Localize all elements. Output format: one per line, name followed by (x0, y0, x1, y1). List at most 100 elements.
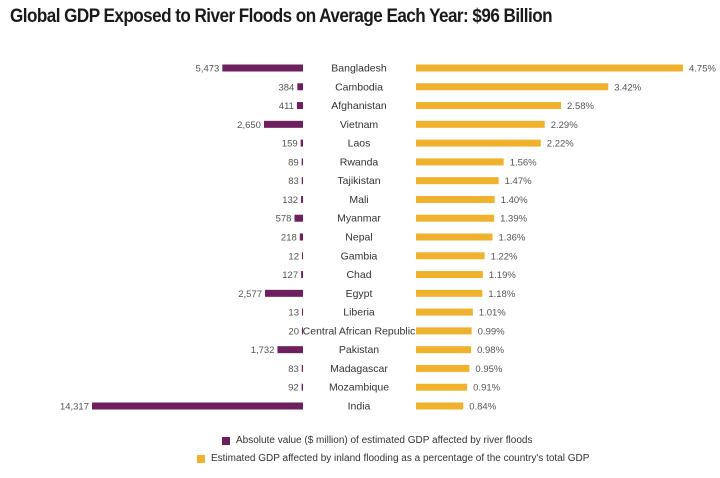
data-label-absolute: 127 (282, 270, 298, 281)
bar-absolute (301, 364, 303, 372)
chart-title: Global GDP Exposed to River Floods on Av… (10, 6, 553, 27)
bar-percentage (416, 195, 495, 203)
bar-absolute (297, 83, 303, 91)
bar-percentage (416, 120, 545, 128)
category-label: Liberia (343, 307, 375, 319)
bar-absolute (301, 158, 303, 166)
bar-absolute (302, 252, 303, 260)
data-label-percentage: 1.56% (510, 157, 537, 168)
data-label-absolute: 89 (288, 157, 299, 168)
data-label-percentage: 1.22% (491, 251, 518, 262)
data-label-percentage: 1.19% (489, 270, 516, 281)
data-label-absolute: 159 (282, 139, 298, 150)
bar-percentage (416, 252, 485, 260)
category-label: Myanmar (337, 213, 381, 225)
legend-swatch-gold (197, 454, 205, 463)
bar-absolute (301, 177, 303, 185)
data-label-percentage: 1.39% (500, 214, 527, 225)
data-label-percentage: 1.36% (498, 233, 525, 244)
bar-absolute (277, 346, 303, 354)
category-label: Egypt (346, 288, 373, 300)
category-label: Cambodia (335, 81, 383, 93)
bar-absolute (222, 64, 303, 72)
data-label-absolute: 83 (288, 364, 299, 375)
category-label: Rwanda (340, 156, 379, 168)
bar-absolute (301, 195, 303, 203)
bar-absolute (296, 102, 303, 110)
bar-percentage (416, 383, 468, 391)
data-label-absolute: 2,577 (238, 289, 262, 300)
data-label-absolute: 2,650 (237, 120, 261, 131)
bar-percentage (416, 308, 473, 316)
category-label: Central African Republic (303, 325, 416, 337)
data-label-percentage: 0.98% (477, 345, 504, 356)
data-label-percentage: 3.42% (614, 82, 641, 93)
category-label: Afghanistan (331, 100, 387, 112)
legend-swatch-purple (222, 436, 230, 445)
data-label-percentage: 0.95% (475, 364, 502, 375)
bar-absolute (92, 402, 303, 410)
legend-label: Absolute value ($ million) of estimated … (236, 435, 533, 446)
data-label-percentage: 0.84% (469, 402, 496, 413)
data-label-absolute: 83 (288, 176, 299, 187)
bar-percentage (416, 364, 470, 372)
bar-percentage (416, 271, 483, 279)
bar-percentage (416, 139, 541, 147)
bar-absolute (302, 327, 303, 335)
bar-absolute (263, 120, 303, 128)
data-label-percentage: 0.91% (473, 383, 500, 394)
bar-percentage (416, 233, 493, 241)
data-label-percentage: 4.75% (689, 64, 716, 75)
category-label: India (348, 401, 371, 413)
category-label: Bangladesh (331, 63, 387, 75)
data-label-percentage: 2.29% (551, 120, 578, 131)
data-label-absolute: 13 (288, 308, 299, 319)
legend-item-percentage: Estimated GDP affected by inland floodin… (197, 453, 589, 464)
bar-absolute (294, 214, 303, 222)
data-label-percentage: 1.01% (479, 308, 506, 319)
bar-percentage (416, 64, 683, 72)
data-label-percentage: 1.40% (501, 195, 528, 206)
data-label-percentage: 0.99% (478, 326, 505, 337)
bar-percentage (416, 214, 495, 222)
data-label-absolute: 411 (279, 101, 294, 112)
data-label-absolute: 14,317 (60, 402, 89, 413)
category-label: Tajikistan (337, 175, 380, 187)
bar-percentage (416, 346, 472, 354)
bar-percentage (416, 177, 499, 185)
bar-absolute (299, 233, 303, 241)
bar-percentage (416, 158, 504, 166)
bar-percentage (416, 289, 483, 297)
category-label: Vietnam (340, 119, 379, 131)
bar-absolute (301, 271, 303, 279)
data-label-absolute: 218 (281, 233, 297, 244)
data-label-absolute: 20 (288, 326, 299, 337)
bar-percentage (416, 83, 609, 91)
data-label-absolute: 1,732 (251, 345, 275, 356)
data-label-absolute: 12 (288, 251, 299, 262)
data-label-percentage: 1.47% (505, 176, 532, 187)
category-label: Gambia (341, 250, 378, 262)
category-label: Laos (348, 138, 371, 150)
category-label: Madagascar (330, 363, 388, 375)
data-label-percentage: 2.22% (547, 139, 574, 150)
data-label-percentage: 2.58% (567, 101, 594, 112)
category-label: Mozambique (329, 382, 389, 394)
category-label: Mali (349, 194, 368, 206)
bar-absolute (265, 289, 303, 297)
category-label: Chad (346, 269, 371, 281)
bar-absolute (300, 139, 303, 147)
data-label-absolute: 132 (282, 195, 298, 206)
legend-label: Estimated GDP affected by inland floodin… (211, 453, 590, 464)
category-label: Pakistan (339, 344, 379, 356)
data-label-percentage: 1.18% (488, 289, 515, 300)
category-label: Nepal (345, 232, 372, 244)
bar-absolute (301, 383, 303, 391)
data-label-absolute: 384 (278, 82, 294, 93)
legend-item-absolute: Absolute value ($ million) of estimated … (222, 435, 532, 446)
bar-absolute (302, 308, 303, 316)
data-label-absolute: 5,473 (196, 64, 220, 75)
data-label-absolute: 578 (276, 214, 292, 225)
bar-percentage (416, 327, 472, 335)
